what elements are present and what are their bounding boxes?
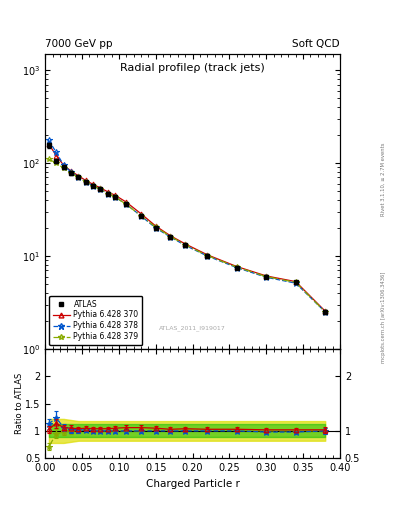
Legend: ATLAS, Pythia 6.428 370, Pythia 6.428 378, Pythia 6.428 379: ATLAS, Pythia 6.428 370, Pythia 6.428 37… <box>49 296 142 345</box>
X-axis label: Charged Particle r: Charged Particle r <box>146 479 239 488</box>
Text: Rivet 3.1.10, ≥ 2.7M events: Rivet 3.1.10, ≥ 2.7M events <box>381 142 386 216</box>
Y-axis label: Ratio to ATLAS: Ratio to ATLAS <box>15 373 24 434</box>
Text: ATLAS_2011_I919017: ATLAS_2011_I919017 <box>159 326 226 331</box>
Text: Soft QCD: Soft QCD <box>292 38 340 49</box>
Text: mcplots.cern.ch [arXiv:1306.3436]: mcplots.cern.ch [arXiv:1306.3436] <box>381 272 386 363</box>
Text: 7000 GeV pp: 7000 GeV pp <box>45 38 113 49</box>
Text: Radial profileρ (track jets): Radial profileρ (track jets) <box>120 62 265 73</box>
